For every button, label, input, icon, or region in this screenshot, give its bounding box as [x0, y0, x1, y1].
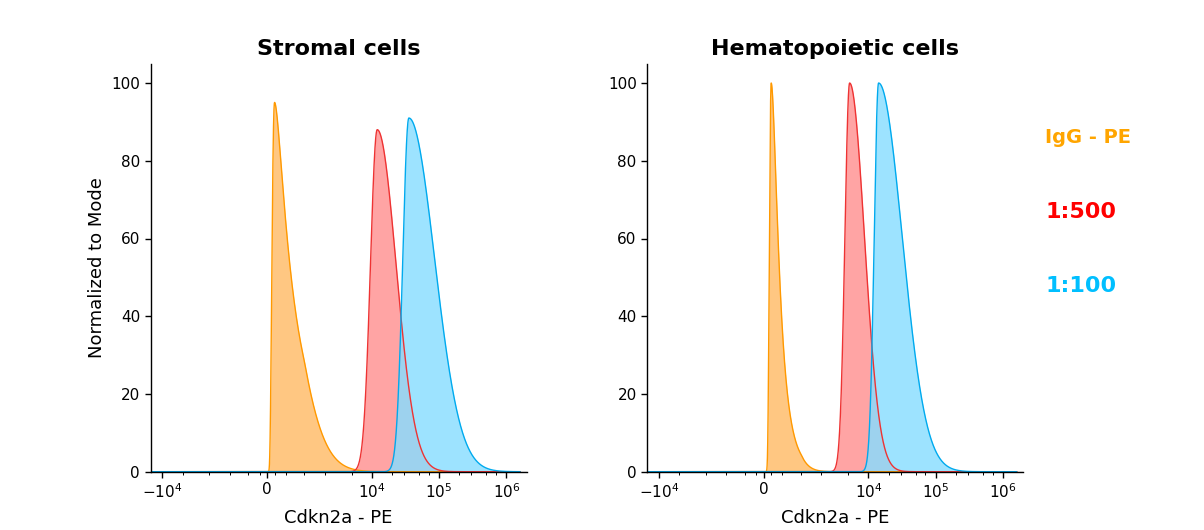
Text: 1:500: 1:500	[1045, 202, 1116, 222]
Text: 1:100: 1:100	[1045, 276, 1116, 296]
Title: Hematopoietic cells: Hematopoietic cells	[712, 39, 960, 59]
Title: Stromal cells: Stromal cells	[256, 39, 420, 59]
X-axis label: Cdkn2a - PE: Cdkn2a - PE	[781, 509, 890, 527]
Text: IgG - PE: IgG - PE	[1045, 128, 1131, 147]
Y-axis label: Normalized to Mode: Normalized to Mode	[88, 177, 106, 358]
X-axis label: Cdkn2a - PE: Cdkn2a - PE	[284, 509, 393, 527]
